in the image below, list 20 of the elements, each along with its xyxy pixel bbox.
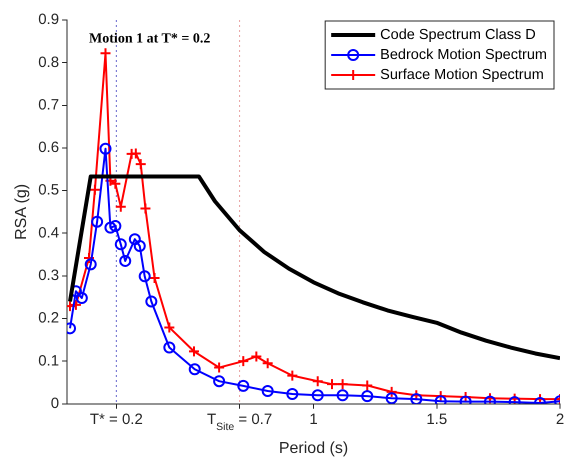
y-tick-label: 0.1 <box>38 352 60 370</box>
y-tick-label: 0.6 <box>38 139 60 156</box>
y-tick-label: 0.2 <box>38 310 60 327</box>
legend-label: Bedrock Motion Spectrum <box>380 47 548 63</box>
y-tick-label: 0.5 <box>38 182 60 199</box>
x-tick-label: 1.5 <box>426 410 448 428</box>
y-tick-label: 0.4 <box>38 224 60 242</box>
legend-label: Code Spectrum Class D <box>380 27 536 43</box>
legend-label: Surface Motion Spectrum <box>380 67 544 83</box>
x-axis-title: Period (s) <box>278 440 348 457</box>
y-tick-label: 0.8 <box>38 54 60 71</box>
annotation: Motion 1 at T* = 0.2 <box>89 32 210 47</box>
y-tick-label: 0.9 <box>38 11 60 28</box>
y-axis-title: RSA (g) <box>13 184 30 240</box>
x-tick-label: 2 <box>556 410 564 428</box>
x-tick-label: T* = 0.2 <box>90 410 143 428</box>
y-tick-label: 0.7 <box>38 96 60 114</box>
y-tick-label: 0.3 <box>38 267 60 284</box>
x-tick-label: 1 <box>309 410 318 428</box>
y-tick-label: 0 <box>50 394 60 412</box>
